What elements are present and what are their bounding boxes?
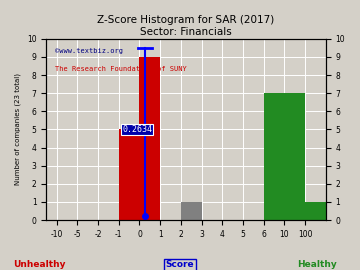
Bar [181, 202, 202, 220]
Text: 0.2634: 0.2634 [122, 125, 152, 134]
Text: Score: Score [166, 260, 194, 269]
Bar [139, 57, 160, 220]
Text: ©www.textbiz.org: ©www.textbiz.org [55, 48, 123, 54]
Bar [305, 202, 326, 220]
Text: Unhealthy: Unhealthy [13, 260, 66, 269]
Y-axis label: Number of companies (23 total): Number of companies (23 total) [15, 73, 22, 185]
Bar [264, 93, 305, 220]
Title: Z-Score Histogram for SAR (2017)
Sector: Financials: Z-Score Histogram for SAR (2017) Sector:… [98, 15, 275, 37]
Text: The Research Foundation of SUNY: The Research Foundation of SUNY [55, 66, 186, 72]
Text: Healthy: Healthy [297, 260, 337, 269]
Bar [119, 129, 139, 220]
